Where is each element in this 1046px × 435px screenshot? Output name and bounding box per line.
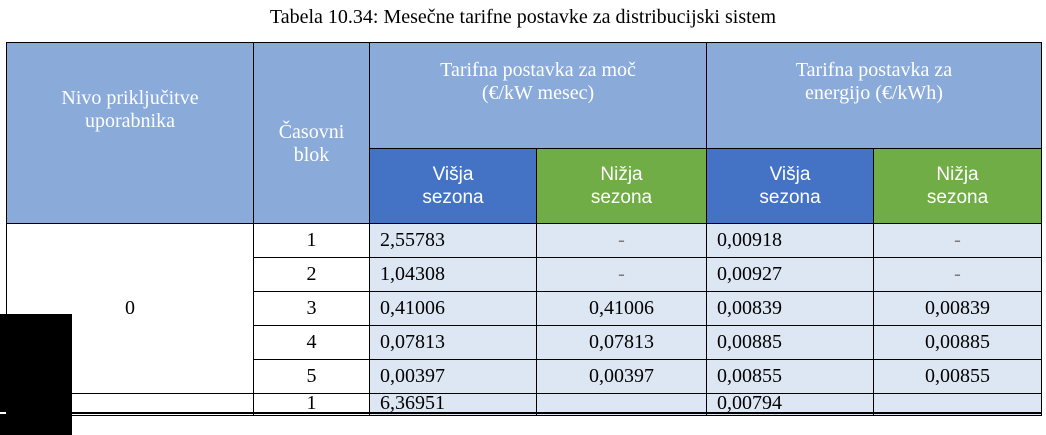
redaction-block bbox=[0, 314, 72, 412]
table-row: 0 1 2,55783 - 0,00918 - bbox=[6, 223, 1043, 394]
energy-high-cell: 0,00927 bbox=[706, 257, 875, 292]
redaction-block bbox=[0, 414, 72, 435]
header-block-line1: Časovni bbox=[278, 121, 345, 143]
block-cell: 5 bbox=[253, 359, 370, 394]
energy-low-cell: - bbox=[873, 223, 1043, 258]
header-block: Časovni blok bbox=[253, 42, 370, 224]
header-energy-line1: Tarifna postavka za bbox=[795, 59, 953, 81]
header-power-line1: Tarifna postavka za moč bbox=[440, 59, 636, 81]
header-power-low: Nižja sezona bbox=[535, 148, 708, 224]
table-row: 4 0,07813 0,07813 0,00885 0,00885 bbox=[7, 325, 1043, 360]
header-power-high-line2: sezona bbox=[422, 187, 484, 208]
group-divider bbox=[6, 412, 1041, 414]
power-low-cell: - bbox=[535, 223, 708, 258]
header-energy-low-line1: Nižja bbox=[936, 164, 979, 185]
header-block-line2: blok bbox=[293, 144, 330, 166]
power-high-cell: 0,41006 bbox=[369, 291, 537, 326]
power-low-cell: 0,07813 bbox=[535, 325, 708, 360]
block-cell: 1 bbox=[253, 393, 370, 416]
power-low-cell bbox=[535, 393, 708, 416]
energy-low-cell bbox=[873, 393, 1043, 416]
power-low-cell: - bbox=[535, 257, 708, 292]
table-row: 2 1,04308 - 0,00927 - bbox=[7, 257, 1043, 292]
header-energy-low-line2: sezona bbox=[926, 187, 989, 208]
block-cell: 1 bbox=[253, 223, 370, 258]
header-energy-line2: energijo (€/kWh) bbox=[805, 82, 943, 104]
energy-low-cell: 0,00885 bbox=[873, 325, 1043, 360]
power-high-cell: 1,04308 bbox=[369, 257, 537, 292]
energy-high-cell: 0,00839 bbox=[706, 291, 875, 326]
header-power-high-line1: Višja bbox=[432, 164, 474, 185]
energy-high-cell: 0,00794 bbox=[706, 393, 875, 416]
header-level-line2: uporabnika bbox=[85, 110, 175, 132]
header-power-high: Višja sezona bbox=[369, 148, 537, 224]
energy-high-cell: 0,00855 bbox=[706, 359, 875, 394]
energy-low-cell: 0,00839 bbox=[873, 291, 1043, 326]
tariff-table: Nivo priključitve uporabnika Časovni blo… bbox=[6, 42, 1043, 416]
power-high-cell: 0,07813 bbox=[369, 325, 537, 360]
header-energy-high: Višja sezona bbox=[706, 148, 875, 224]
header-power-low-line2: sezona bbox=[590, 187, 653, 208]
energy-low-cell: 0,00855 bbox=[873, 359, 1043, 394]
energy-high-cell: 0,00918 bbox=[706, 223, 875, 258]
power-low-cell: 0,41006 bbox=[535, 291, 708, 326]
power-low-cell: 0,00397 bbox=[535, 359, 708, 394]
block-cell: 2 bbox=[253, 257, 370, 292]
power-high-cell: 0,00397 bbox=[369, 359, 537, 394]
table-caption: Tabela 10.34: Mesečne tarifne postavke z… bbox=[269, 6, 777, 28]
header-energy-high-line1: Višja bbox=[769, 164, 811, 185]
table-row: 5 0,00397 0,00397 0,00855 0,00855 bbox=[7, 359, 1043, 394]
block-cell: 3 bbox=[253, 291, 370, 326]
header-energy-high-line2: sezona bbox=[759, 187, 821, 208]
header-level: Nivo priključitve uporabnika bbox=[6, 42, 254, 224]
energy-high-cell: 0,00885 bbox=[706, 325, 875, 360]
header-energy-low: Nižja sezona bbox=[873, 148, 1043, 224]
energy-low-cell: - bbox=[873, 257, 1043, 292]
header-power-low-line1: Nižja bbox=[600, 164, 643, 185]
header-power-group: Tarifna postavka za moč (€/kW mesec) bbox=[368, 42, 708, 149]
header-level-line1: Nivo priključitve bbox=[61, 87, 199, 109]
block-cell: 4 bbox=[253, 325, 370, 360]
header-power-line2: (€/kW mesec) bbox=[481, 82, 595, 104]
power-high-cell: 2,55783 bbox=[369, 223, 537, 258]
power-high-cell: 6,36951 bbox=[369, 393, 537, 416]
header-energy-group: Tarifna postavka za energijo (€/kWh) bbox=[706, 42, 1043, 149]
